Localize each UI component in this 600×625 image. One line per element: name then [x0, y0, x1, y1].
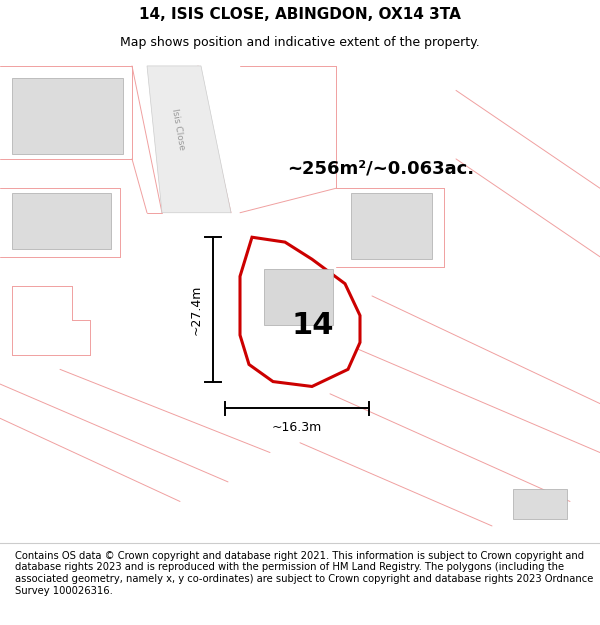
- Bar: [351, 193, 432, 259]
- Bar: [12, 78, 123, 154]
- Bar: [12, 193, 111, 249]
- Polygon shape: [264, 269, 333, 325]
- Text: Isis Close: Isis Close: [170, 108, 186, 151]
- Text: Map shows position and indicative extent of the property.: Map shows position and indicative extent…: [120, 36, 480, 49]
- Text: 14, ISIS CLOSE, ABINGDON, OX14 3TA: 14, ISIS CLOSE, ABINGDON, OX14 3TA: [139, 7, 461, 22]
- Text: ~256m²/~0.063ac.: ~256m²/~0.063ac.: [287, 160, 475, 177]
- Text: 14: 14: [292, 311, 334, 341]
- Polygon shape: [240, 238, 360, 386]
- Text: ~16.3m: ~16.3m: [272, 421, 322, 434]
- Polygon shape: [147, 66, 231, 213]
- Text: Contains OS data © Crown copyright and database right 2021. This information is : Contains OS data © Crown copyright and d…: [15, 551, 593, 596]
- Text: ~27.4m: ~27.4m: [190, 284, 203, 334]
- Bar: [513, 489, 567, 519]
